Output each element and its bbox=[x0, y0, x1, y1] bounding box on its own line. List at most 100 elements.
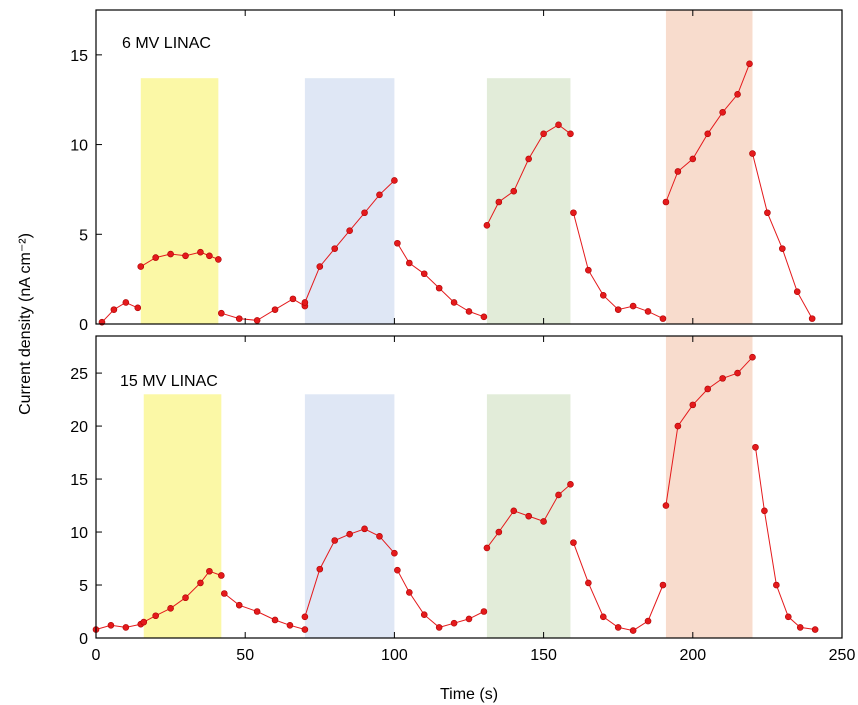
data-point bbox=[253, 317, 261, 324]
data-point bbox=[480, 608, 488, 615]
data-point bbox=[674, 422, 682, 430]
data-point bbox=[761, 507, 768, 515]
data-point bbox=[394, 239, 401, 247]
data-point bbox=[450, 299, 458, 306]
data-point bbox=[286, 621, 294, 629]
data-point bbox=[316, 565, 324, 573]
data-point bbox=[629, 302, 637, 310]
data-point bbox=[346, 530, 353, 538]
plot-frame bbox=[95, 9, 843, 325]
x-tick-label: 50 bbox=[236, 647, 254, 664]
data-point bbox=[167, 250, 174, 258]
shaded-region-1 bbox=[140, 78, 219, 324]
x-tick-labels: 0 50 100 150 200 250 bbox=[92, 647, 856, 664]
data-point bbox=[420, 270, 428, 278]
data-point bbox=[752, 443, 759, 451]
data-point bbox=[206, 252, 213, 260]
data-point bbox=[218, 572, 225, 579]
data-point bbox=[301, 626, 309, 633]
data-point bbox=[110, 306, 118, 313]
data-point bbox=[376, 532, 383, 540]
data-point bbox=[495, 528, 503, 536]
data-point bbox=[510, 507, 518, 515]
data-point bbox=[555, 121, 562, 129]
y-axis-title: Current density (nA cm⁻²) bbox=[17, 233, 34, 415]
data-point bbox=[271, 306, 279, 313]
data-point bbox=[331, 245, 339, 252]
y-tick-label: 15 bbox=[70, 472, 88, 489]
data-point bbox=[585, 266, 592, 274]
x-tick-label: 0 bbox=[92, 647, 101, 664]
data-point bbox=[689, 155, 697, 163]
data-point bbox=[235, 601, 243, 609]
data-point bbox=[182, 594, 189, 602]
plot-frame bbox=[95, 335, 843, 639]
data-point bbox=[644, 617, 652, 625]
data-point bbox=[483, 544, 491, 552]
series-segment-1 bbox=[95, 623, 141, 630]
data-point bbox=[406, 589, 413, 596]
data-point bbox=[734, 369, 741, 377]
data-series bbox=[98, 60, 816, 326]
data-point bbox=[221, 590, 228, 597]
y-tick-label: 10 bbox=[70, 525, 88, 542]
data-point bbox=[167, 605, 174, 612]
y-axis-ticks: 0 5 10 15 bbox=[70, 48, 102, 334]
data-point bbox=[391, 177, 398, 184]
data-point bbox=[629, 627, 637, 634]
data-point bbox=[197, 248, 204, 256]
y-tick-label: 0 bbox=[79, 317, 88, 334]
y-tick-label: 0 bbox=[79, 631, 88, 648]
data-point bbox=[749, 150, 756, 157]
data-point bbox=[811, 626, 819, 633]
shaded-regions bbox=[140, 10, 753, 324]
panel-title-6mv: 6 MV LINAC bbox=[122, 35, 211, 52]
data-point bbox=[796, 624, 804, 631]
data-point bbox=[567, 481, 574, 488]
y-tick-label: 5 bbox=[79, 578, 88, 595]
shaded-region-4 bbox=[665, 336, 753, 638]
data-point bbox=[674, 168, 682, 175]
data-point bbox=[137, 263, 145, 270]
data-point bbox=[182, 252, 189, 260]
data-point bbox=[793, 288, 801, 296]
data-point bbox=[391, 549, 398, 557]
data-point bbox=[465, 615, 473, 623]
data-point bbox=[779, 245, 786, 252]
series-segment-5 bbox=[396, 243, 485, 318]
data-point bbox=[361, 525, 368, 533]
data-point bbox=[152, 254, 159, 261]
data-point bbox=[495, 198, 503, 206]
y-tick-label: 5 bbox=[79, 227, 88, 244]
x-tick-label: 150 bbox=[530, 647, 557, 664]
data-point bbox=[662, 198, 670, 206]
data-point bbox=[567, 130, 574, 138]
data-point bbox=[734, 91, 741, 98]
data-point bbox=[599, 613, 607, 621]
x-axis-title: Time (s) bbox=[440, 686, 498, 703]
series-segment-7 bbox=[572, 212, 664, 320]
data-point bbox=[662, 502, 670, 509]
data-point bbox=[361, 209, 368, 217]
data-point bbox=[540, 130, 547, 138]
data-point bbox=[599, 291, 607, 299]
data-point bbox=[435, 284, 443, 292]
data-point bbox=[773, 581, 780, 589]
data-point bbox=[206, 567, 213, 575]
data-point bbox=[122, 624, 130, 631]
data-point bbox=[235, 315, 243, 322]
data-point bbox=[749, 353, 756, 361]
series-segment-9 bbox=[752, 153, 813, 319]
data-point bbox=[435, 624, 443, 631]
data-point bbox=[764, 209, 771, 217]
data-point bbox=[301, 299, 309, 306]
panel-title-15mv: 15 MV LINAC bbox=[120, 373, 218, 390]
data-point bbox=[152, 612, 159, 620]
data-point bbox=[704, 130, 712, 138]
data-point bbox=[316, 263, 324, 270]
x-axis-ticks bbox=[95, 10, 843, 324]
series-segment-9 bbox=[755, 447, 816, 630]
x-tick-label: 250 bbox=[829, 647, 856, 664]
data-point bbox=[659, 581, 667, 589]
